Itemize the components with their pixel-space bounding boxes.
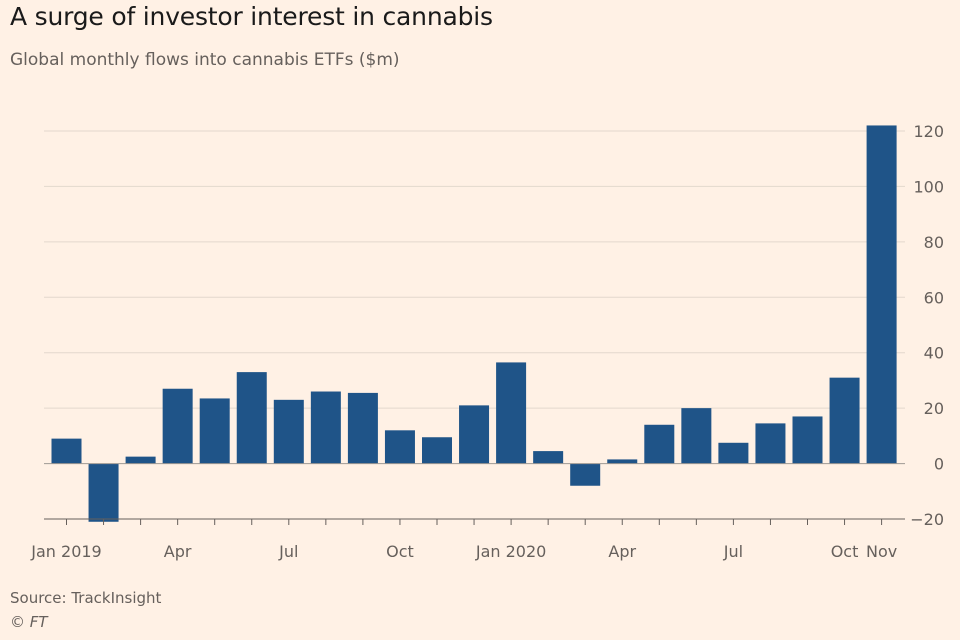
- bar: [570, 463, 601, 486]
- bar: [459, 405, 490, 464]
- y-tick-label: 0: [934, 455, 944, 474]
- bar: [310, 391, 341, 464]
- bar: [829, 377, 860, 464]
- bar: [88, 463, 119, 522]
- bar: [533, 451, 564, 464]
- bar: [125, 456, 156, 464]
- bar: [347, 392, 378, 464]
- bar: [718, 442, 749, 464]
- y-tick-label: −20: [910, 510, 944, 529]
- y-tick-label: 120: [913, 122, 944, 141]
- x-tick-label: Jul: [278, 542, 298, 561]
- bar: [422, 437, 452, 464]
- bar: [273, 399, 304, 464]
- x-tick-label: Oct: [831, 542, 859, 561]
- x-tick-label: Nov: [866, 542, 897, 561]
- bar: [681, 408, 712, 464]
- x-tick-label: Oct: [386, 542, 414, 561]
- x-tick-label: Jul: [723, 542, 743, 561]
- bar: [51, 438, 82, 464]
- y-tick-label: 20: [924, 399, 944, 418]
- chart-subtitle: Global monthly flows into cannabis ETFs …: [10, 50, 400, 70]
- y-tick-label: 60: [924, 288, 944, 307]
- y-tick-label: 40: [924, 344, 944, 363]
- bar: [755, 423, 786, 464]
- bar: [199, 398, 230, 464]
- bar: [792, 416, 823, 464]
- source-note: Source: TrackInsight: [10, 589, 162, 607]
- x-tick-label: Jan 2020: [475, 542, 546, 561]
- chart-title: A surge of investor interest in cannabis: [10, 2, 493, 31]
- bar: [496, 362, 527, 464]
- ft-credit: © FT: [10, 613, 48, 631]
- x-tick-label: Apr: [164, 542, 192, 561]
- x-tick-label: Apr: [608, 542, 636, 561]
- bar: [607, 459, 638, 464]
- y-tick-label: 80: [924, 233, 944, 252]
- bar: [866, 125, 897, 464]
- y-tick-label: 100: [913, 177, 944, 196]
- bar: [236, 372, 267, 464]
- bar: [644, 424, 675, 464]
- bar: [162, 388, 193, 464]
- bar: [384, 430, 415, 464]
- x-tick-label: Jan 2019: [30, 542, 101, 561]
